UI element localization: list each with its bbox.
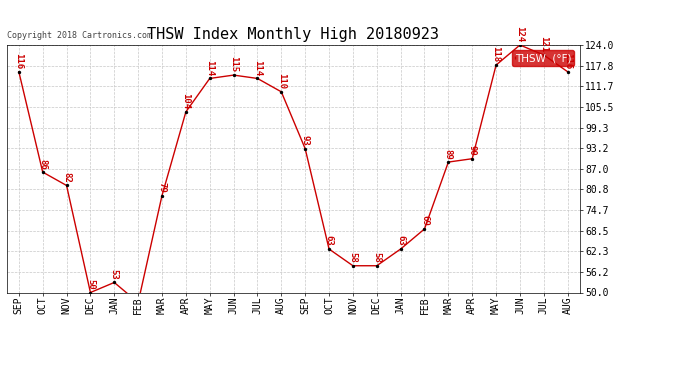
Text: 90: 90 — [468, 145, 477, 156]
Text: 114: 114 — [205, 60, 214, 76]
Text: 115: 115 — [229, 56, 238, 72]
Point — [347, 263, 358, 269]
Point — [180, 109, 191, 115]
Text: 63: 63 — [324, 236, 333, 246]
Text: 89: 89 — [444, 148, 453, 159]
Text: 82: 82 — [62, 172, 71, 183]
Point — [132, 300, 144, 306]
Text: 124: 124 — [515, 26, 524, 42]
Point — [491, 62, 502, 68]
Text: 93: 93 — [301, 135, 310, 146]
Text: 58: 58 — [373, 252, 382, 263]
Legend: THSW  (°F): THSW (°F) — [512, 50, 574, 66]
Point — [324, 246, 335, 252]
Point — [299, 146, 310, 152]
Point — [466, 156, 477, 162]
Text: 116: 116 — [563, 53, 572, 69]
Point — [109, 279, 120, 285]
Point — [276, 89, 287, 95]
Point — [419, 226, 430, 232]
Text: 86: 86 — [38, 159, 47, 170]
Point — [85, 290, 96, 296]
Point — [395, 246, 406, 252]
Point — [228, 72, 239, 78]
Point — [515, 42, 526, 48]
Text: 104: 104 — [181, 93, 190, 109]
Point — [13, 69, 24, 75]
Point — [252, 75, 263, 81]
Text: 110: 110 — [277, 73, 286, 89]
Text: 69: 69 — [420, 215, 429, 226]
Text: 63: 63 — [396, 236, 405, 246]
Point — [443, 159, 454, 165]
Text: 53: 53 — [110, 269, 119, 280]
Text: 79: 79 — [157, 182, 166, 193]
Text: 114: 114 — [253, 60, 262, 76]
Title: THSW Index Monthly High 20180923: THSW Index Monthly High 20180923 — [147, 27, 440, 42]
Text: Copyright 2018 Cartronics.com: Copyright 2018 Cartronics.com — [7, 31, 152, 40]
Point — [371, 263, 382, 269]
Text: 50: 50 — [86, 279, 95, 290]
Point — [157, 192, 168, 198]
Text: 121: 121 — [540, 36, 549, 52]
Text: 118: 118 — [491, 46, 500, 62]
Text: 116: 116 — [14, 53, 23, 69]
Point — [61, 183, 72, 189]
Point — [562, 69, 573, 75]
Point — [37, 169, 48, 175]
Text: 47: 47 — [0, 374, 1, 375]
Text: 58: 58 — [348, 252, 357, 263]
Point — [204, 75, 215, 81]
Point — [538, 52, 549, 58]
